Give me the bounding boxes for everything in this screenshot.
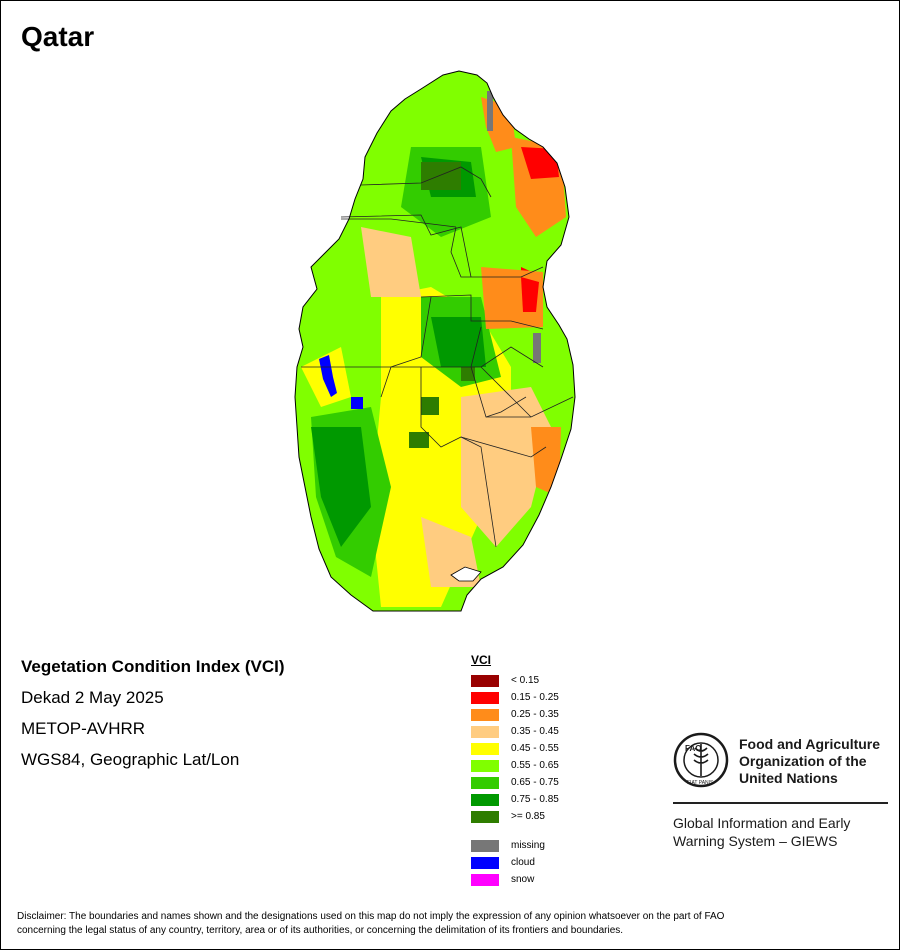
legend-label: 0.55 - 0.65 xyxy=(511,760,559,771)
legend-swatch xyxy=(471,776,499,789)
legend-label: snow xyxy=(511,874,535,885)
legend-swatch xyxy=(471,839,499,852)
disclaimer: Disclaimer: The boundaries and names sho… xyxy=(17,910,887,938)
classes-item: 0.75 - 0.85 xyxy=(471,791,559,808)
classes-item: 0.15 - 0.25 xyxy=(471,689,559,706)
legend-swatch xyxy=(471,708,499,721)
legend-swatch xyxy=(471,810,499,823)
legend-label: 0.15 - 0.25 xyxy=(511,692,559,703)
district-boundaries xyxy=(301,166,574,548)
legend-extra: missing cloud snow xyxy=(471,837,559,888)
legend-label: >= 0.85 xyxy=(511,811,545,822)
legend-label: 0.65 - 0.75 xyxy=(511,777,559,788)
legend-swatch xyxy=(471,793,499,806)
classes-item: 0.55 - 0.65 xyxy=(471,757,559,774)
sensor-label: METOP-AVHRR xyxy=(21,719,146,738)
emblem-text: FAO xyxy=(685,744,701,753)
classes-item: 0.35 - 0.45 xyxy=(471,723,559,740)
org-line-3: United Nations xyxy=(739,770,838,786)
legend-swatch xyxy=(471,725,499,738)
legend-swatch xyxy=(471,856,499,869)
vci-raster-map xyxy=(294,70,576,612)
legend-label: 0.75 - 0.85 xyxy=(511,794,559,805)
org-line-1: Food and Agriculture xyxy=(739,736,881,752)
emblem-motto: FIAT PANIS xyxy=(687,780,714,786)
period-label: Dekad 2 May 2025 xyxy=(21,688,164,707)
logo-divider xyxy=(673,802,888,804)
legend-swatch xyxy=(471,759,499,772)
legend-label: cloud xyxy=(511,857,535,868)
org-line-2: Organization of the xyxy=(739,753,867,769)
classes-item: < 0.15 xyxy=(471,672,559,689)
disclaimer-line-1: Disclaimer: The boundaries and names sho… xyxy=(17,911,725,922)
classes-item: 0.45 - 0.55 xyxy=(471,740,559,757)
legend-classes: < 0.15 0.15 - 0.25 0.25 - 0.35 0.35 - 0.45 0… xyxy=(471,672,559,825)
legend-swatch xyxy=(471,873,499,886)
projection-label: WGS84, Geographic Lat/Lon xyxy=(21,750,240,769)
legend-label: 0.35 - 0.45 xyxy=(511,726,559,737)
classes-item: 0.65 - 0.75 xyxy=(471,774,559,791)
map-info: Vegetation Condition Index (VCI) Dekad 2… xyxy=(21,657,285,781)
qatar-vci-map xyxy=(281,67,601,615)
map-title: Qatar xyxy=(21,21,95,52)
legend-swatch xyxy=(471,691,499,704)
legend-swatch xyxy=(471,674,499,687)
legend-label: 0.25 - 0.35 xyxy=(511,709,559,720)
classes-item: >= 0.85 xyxy=(471,808,559,825)
legend-swatch xyxy=(471,742,499,755)
extra-item: snow xyxy=(471,871,559,888)
vci-raster xyxy=(295,71,575,611)
extra-item: cloud xyxy=(471,854,559,871)
legend-label: missing xyxy=(511,840,545,851)
legend-label: 0.45 - 0.55 xyxy=(511,743,559,754)
disclaimer-line-2: concerning the legal status of any count… xyxy=(17,925,624,936)
giews-line-1: Global Information and Early xyxy=(673,815,851,831)
classes-item: 0.25 - 0.35 xyxy=(471,706,559,723)
fao-org-name: Food and Agriculture Organization of the… xyxy=(739,736,900,787)
legend-label: < 0.15 xyxy=(511,675,540,686)
vci-legend: VCI < 0.15 0.15 - 0.25 0.25 - 0.35 0.35 - 0… xyxy=(471,653,559,888)
index-name: Vegetation Condition Index (VCI) xyxy=(21,657,285,676)
extra-item: missing xyxy=(471,837,559,854)
giews-name: Global Information and Early Warning Sys… xyxy=(673,814,893,850)
fao-emblem-icon: FAO FIAT PANIS xyxy=(673,732,729,788)
legend-title: VCI xyxy=(471,653,492,667)
giews-line-2: Warning System – GIEWS xyxy=(673,833,838,849)
